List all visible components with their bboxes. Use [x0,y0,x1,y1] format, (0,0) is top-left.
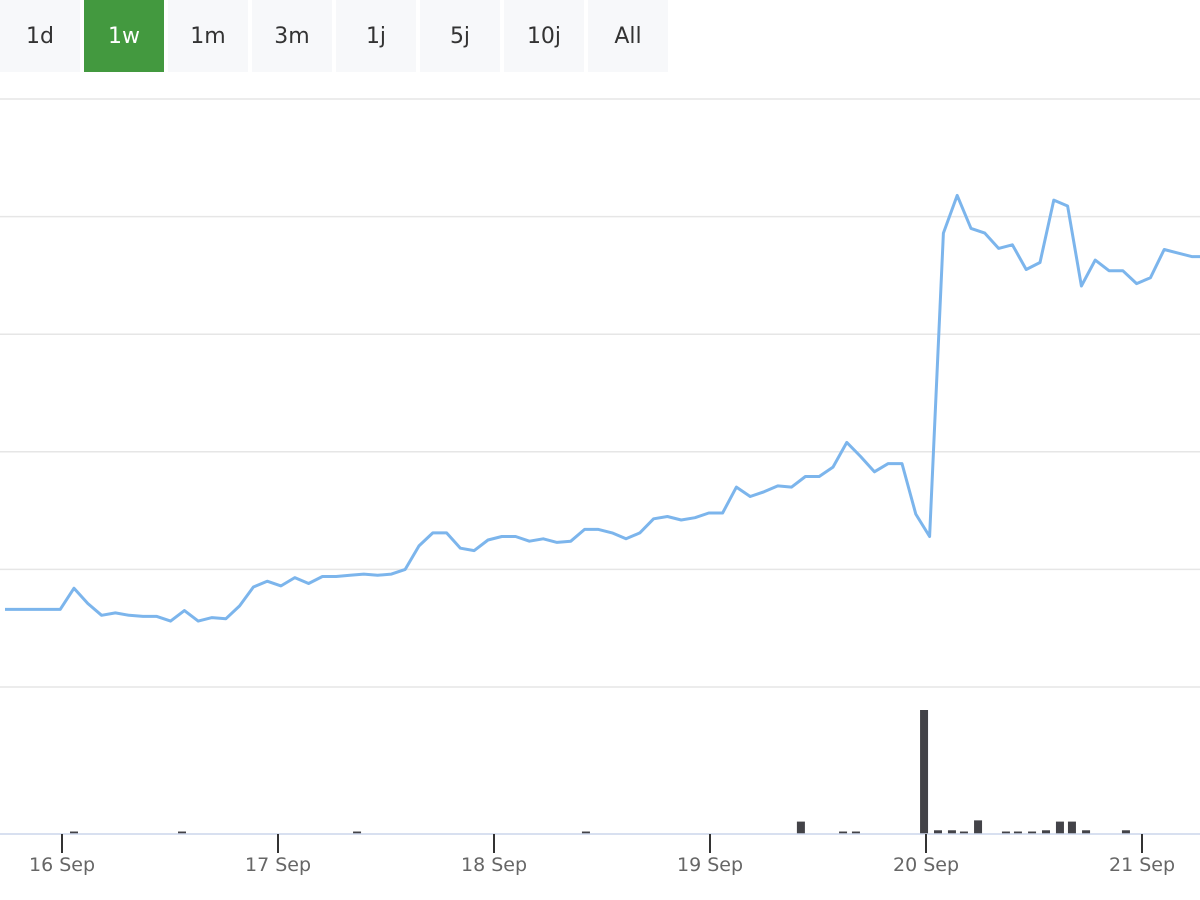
x-tick-label: 20 Sep [893,854,959,876]
volume-bar [839,831,848,834]
range-button-1d[interactable]: 1d [0,0,80,72]
volume-bar [1121,830,1130,834]
volume-bar [1013,831,1022,834]
volume-bar [934,830,942,834]
range-button-3m[interactable]: 3m [252,0,332,72]
volume-bar [959,831,968,834]
volume-bar [1001,831,1010,834]
x-tick-label: 19 Sep [677,854,743,876]
range-selector: 1d 1w 1m 3m 1j 5j 10j All [0,0,668,72]
volume-series [70,710,1130,834]
volume-bar [1042,830,1050,834]
volume-bar [353,831,362,834]
volume-bar [70,831,78,834]
range-button-1j[interactable]: 1j [336,0,416,72]
price-line [5,193,1200,623]
volume-bar [1055,821,1064,834]
volume-bar [851,831,860,834]
x-tick-label: 17 Sep [245,854,311,876]
x-tick-label: 18 Sep [461,854,527,876]
range-button-1w[interactable]: 1w [84,0,164,72]
volume-bar [920,710,929,834]
range-button-1m[interactable]: 1m [168,0,248,72]
volume-bar [178,831,186,834]
volume-bar [947,830,956,834]
volume-bar [1067,821,1076,834]
range-button-5j[interactable]: 5j [420,0,500,72]
volume-bar [796,821,805,834]
x-axis: 16 Sep 17 Sep 18 Sep 19 Sep 20 Sep 21 Sep [29,834,1175,876]
x-tick-label: 16 Sep [29,854,95,876]
volume-bar [581,831,590,834]
volume-bar [974,820,983,834]
range-button-10j[interactable]: 10j [504,0,584,72]
range-button-all[interactable]: All [588,0,668,72]
grid-lines [0,98,1200,688]
x-tick-label: 21 Sep [1109,854,1175,876]
volume-bar [1082,830,1091,834]
volume-bar [1028,831,1037,834]
